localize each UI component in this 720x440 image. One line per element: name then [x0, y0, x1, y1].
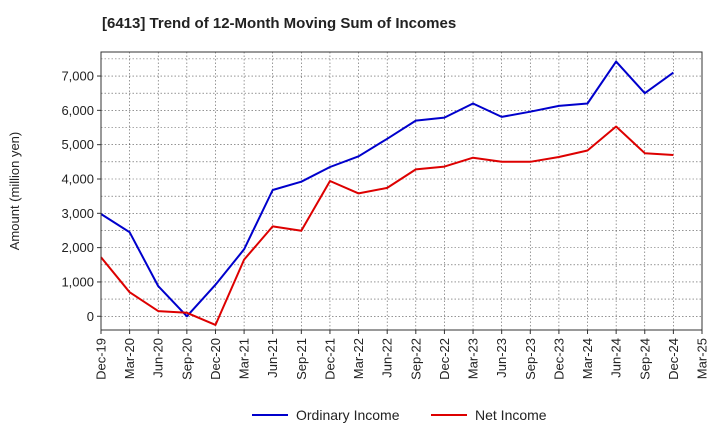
x-tick-label: Jun-21: [265, 338, 280, 378]
x-tick-label: Dec-20: [208, 338, 223, 380]
y-tick-label: 4,000: [61, 171, 94, 186]
axis-layer: 0 1,000 2,000 3,000 4,000 5,000 6,000 7,000 Dec-…: [61, 51, 710, 380]
chart-title: [6413] Trend of 12-Month Moving Sum of I…: [102, 15, 457, 32]
legend-label-ordinary-income: Ordinary Income: [296, 407, 400, 423]
line-chart: 0 1,000 2,000 3,000 4,000 5,000 6,000 7,000 Dec-…: [7, 51, 710, 380]
x-tick-label: Mar-25: [695, 338, 710, 379]
x-tick-label: Sep-23: [523, 338, 538, 380]
y-tick-label: 7,000: [61, 69, 94, 84]
chart-legend: Ordinary Income Net Income: [0, 403, 720, 427]
x-tick-label: Dec-21: [323, 338, 338, 380]
x-tick-label: Mar-20: [122, 338, 137, 379]
ordinary-income-line: [100, 60, 674, 318]
legend-swatch-ordinary-income: [252, 414, 288, 416]
x-tick-label: Jun-22: [380, 338, 395, 378]
y-tick-label: 5,000: [61, 137, 94, 152]
y-tick-label: 1,000: [61, 274, 94, 289]
x-tick-label: Dec-24: [666, 338, 681, 380]
y-tick-label: 6,000: [61, 103, 94, 118]
y-tick-label: 2,000: [61, 240, 94, 255]
x-tick-label: Sep-22: [408, 338, 423, 380]
x-tick-label: Mar-23: [466, 338, 481, 379]
x-tick-label: Mar-22: [351, 338, 366, 379]
x-tick-label: Sep-24: [637, 338, 652, 380]
net-income-line: [100, 125, 674, 326]
plot-frame: [100, 51, 703, 331]
x-tick-label: Mar-21: [237, 338, 252, 379]
x-tick-label: Dec-22: [437, 338, 452, 380]
x-tick-label: Sep-21: [294, 338, 309, 380]
series-layer: [100, 60, 674, 326]
legend-swatch-net-income: [431, 414, 467, 416]
legend-item-ordinary-income: Ordinary Income: [252, 403, 399, 427]
y-tick-label: 3,000: [61, 206, 94, 221]
legend-label-net-income: Net Income: [475, 407, 547, 423]
x-tick-label: Jun-20: [151, 338, 166, 378]
x-tick-label: Sep-20: [179, 338, 194, 380]
grid-layer: [100, 52, 703, 330]
x-tick-label: Jun-24: [609, 338, 624, 378]
legend-item-net-income: Net Income: [431, 403, 547, 427]
x-tick-label: Dec-19: [94, 338, 109, 380]
y-tick-label: 0: [87, 309, 94, 324]
x-tick-label: Jun-23: [494, 338, 509, 378]
x-tick-label: Mar-24: [580, 338, 595, 379]
x-tick-label: Dec-23: [551, 338, 566, 380]
y-axis-label: Amount (million yen): [7, 132, 22, 251]
